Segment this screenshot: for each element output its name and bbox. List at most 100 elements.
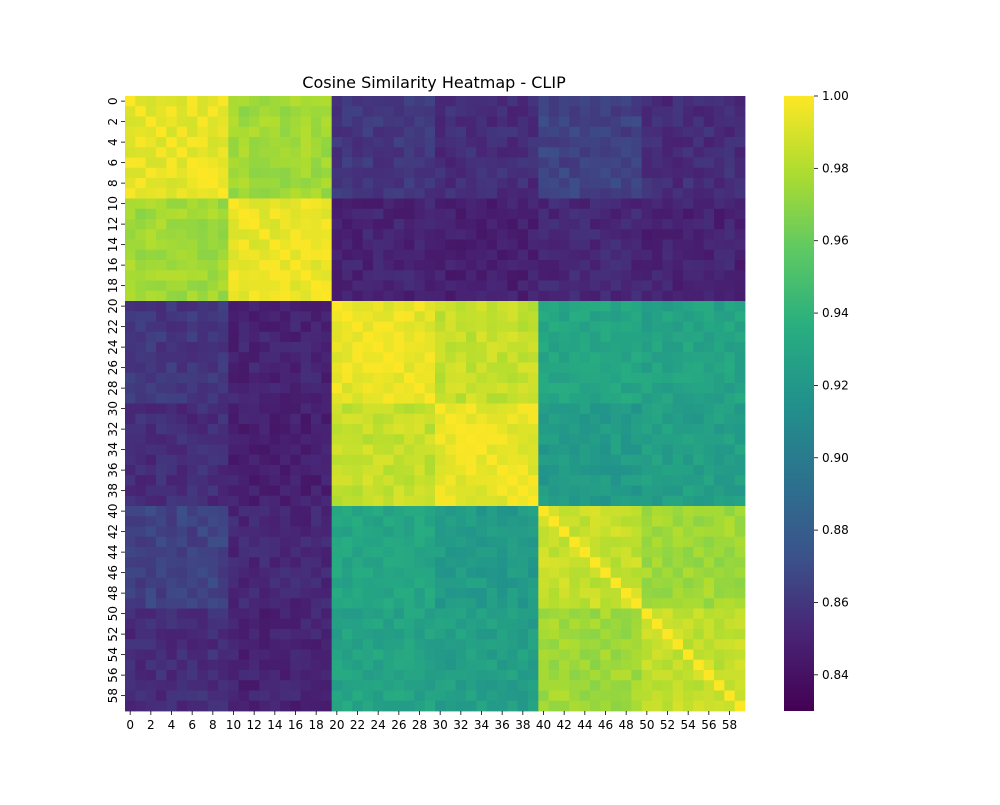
heatmap-cell: [238, 331, 250, 343]
heatmap-cell: [393, 577, 405, 589]
heatmap-cell: [476, 547, 488, 558]
heatmap-cell: [373, 639, 384, 650]
heatmap-cell: [228, 260, 240, 271]
heatmap-cell: [393, 249, 405, 261]
heatmap-cell: [652, 659, 663, 671]
heatmap-cell: [352, 485, 364, 497]
heatmap-cell: [145, 598, 157, 609]
heatmap-cell: [228, 516, 240, 527]
heatmap-cell: [342, 516, 353, 527]
heatmap-cell: [166, 352, 178, 363]
heatmap-cell: [435, 516, 446, 527]
heatmap-cell: [404, 342, 415, 353]
heatmap-cell: [228, 96, 240, 107]
heatmap-cell: [528, 188, 539, 199]
heatmap-cell: [486, 700, 498, 712]
heatmap-cell: [662, 547, 674, 558]
heatmap-cell: [435, 249, 446, 261]
heatmap-cell: [156, 126, 167, 138]
heatmap-cell: [187, 618, 198, 630]
heatmap-cell: [321, 239, 333, 251]
heatmap-cell: [610, 106, 622, 117]
heatmap-cell: [476, 362, 488, 374]
heatmap-cell: [424, 629, 436, 640]
heatmap-cell: [600, 639, 612, 650]
heatmap-cell: [703, 670, 715, 681]
heatmap-cell: [497, 229, 508, 240]
heatmap-cell: [362, 639, 374, 650]
heatmap-cell: [311, 424, 322, 435]
heatmap-cell: [373, 178, 384, 189]
heatmap-cell: [466, 147, 477, 158]
heatmap-cell: [714, 495, 725, 507]
heatmap-cell: [631, 342, 643, 353]
heatmap-cell: [579, 260, 591, 271]
heatmap-cell: [259, 547, 271, 558]
heatmap-cell: [269, 567, 281, 579]
heatmap-cell: [517, 239, 529, 251]
heatmap-cell: [497, 608, 508, 620]
heatmap-cell: [373, 311, 384, 322]
heatmap-cell: [414, 629, 426, 640]
x-tick-label: 16: [288, 718, 303, 732]
heatmap-cell: [414, 444, 426, 456]
heatmap-cell: [714, 598, 725, 609]
heatmap-cell: [331, 229, 343, 240]
heatmap-cell: [579, 178, 591, 189]
heatmap-cell: [455, 393, 467, 404]
heatmap-cell: [466, 618, 477, 630]
heatmap-cell: [166, 639, 178, 650]
heatmap-cell: [724, 393, 736, 404]
heatmap-cell: [290, 485, 302, 497]
heatmap-cell: [714, 260, 725, 271]
heatmap-cell: [569, 208, 581, 220]
heatmap-cell: [342, 106, 353, 117]
y-tick-label: 50: [106, 606, 120, 621]
heatmap-cell: [528, 475, 539, 486]
heatmap-cell: [662, 208, 674, 220]
heatmap-cell: [373, 372, 384, 384]
heatmap-cell: [125, 126, 136, 138]
heatmap-cell: [517, 280, 529, 292]
heatmap-cell: [414, 178, 426, 189]
heatmap-cell: [404, 424, 415, 435]
heatmap-cell: [197, 680, 209, 691]
heatmap-cell: [590, 444, 601, 456]
heatmap-cell: [166, 598, 178, 609]
heatmap-cell: [548, 96, 560, 107]
heatmap-cell: [548, 557, 560, 568]
heatmap-cell: [197, 321, 209, 333]
heatmap-cell: [455, 588, 467, 599]
heatmap-cell: [362, 567, 374, 579]
heatmap-cell: [373, 301, 384, 312]
heatmap-cell: [610, 608, 622, 620]
heatmap-cell: [373, 383, 384, 394]
heatmap-cell: [238, 290, 250, 302]
colorbar-axis: 1.000.980.960.940.920.900.880.860.84: [814, 89, 849, 682]
heatmap-cell: [435, 557, 446, 568]
heatmap-cell: [486, 116, 498, 128]
heatmap-cell: [176, 198, 188, 210]
heatmap-cell: [569, 403, 581, 415]
heatmap-cell: [497, 557, 508, 568]
heatmap-cell: [238, 547, 250, 558]
heatmap-cell: [269, 670, 281, 681]
heatmap-cell: [145, 608, 157, 620]
heatmap-cell: [548, 331, 560, 343]
heatmap-cell: [424, 372, 436, 384]
heatmap-cell: [579, 557, 591, 568]
heatmap-cell: [404, 198, 415, 210]
heatmap-cell: [538, 567, 550, 579]
heatmap-cell: [352, 475, 364, 486]
heatmap-cell: [497, 331, 508, 343]
heatmap-cell: [300, 629, 312, 640]
heatmap-cell: [631, 618, 643, 630]
heatmap-cell: [156, 137, 167, 148]
heatmap-cell: [228, 434, 240, 445]
heatmap-cell: [548, 424, 560, 435]
heatmap-cell: [528, 301, 539, 312]
heatmap-cell: [156, 157, 167, 169]
heatmap-cell: [311, 383, 322, 394]
heatmap-cell: [207, 219, 219, 230]
heatmap-cell: [631, 157, 643, 169]
